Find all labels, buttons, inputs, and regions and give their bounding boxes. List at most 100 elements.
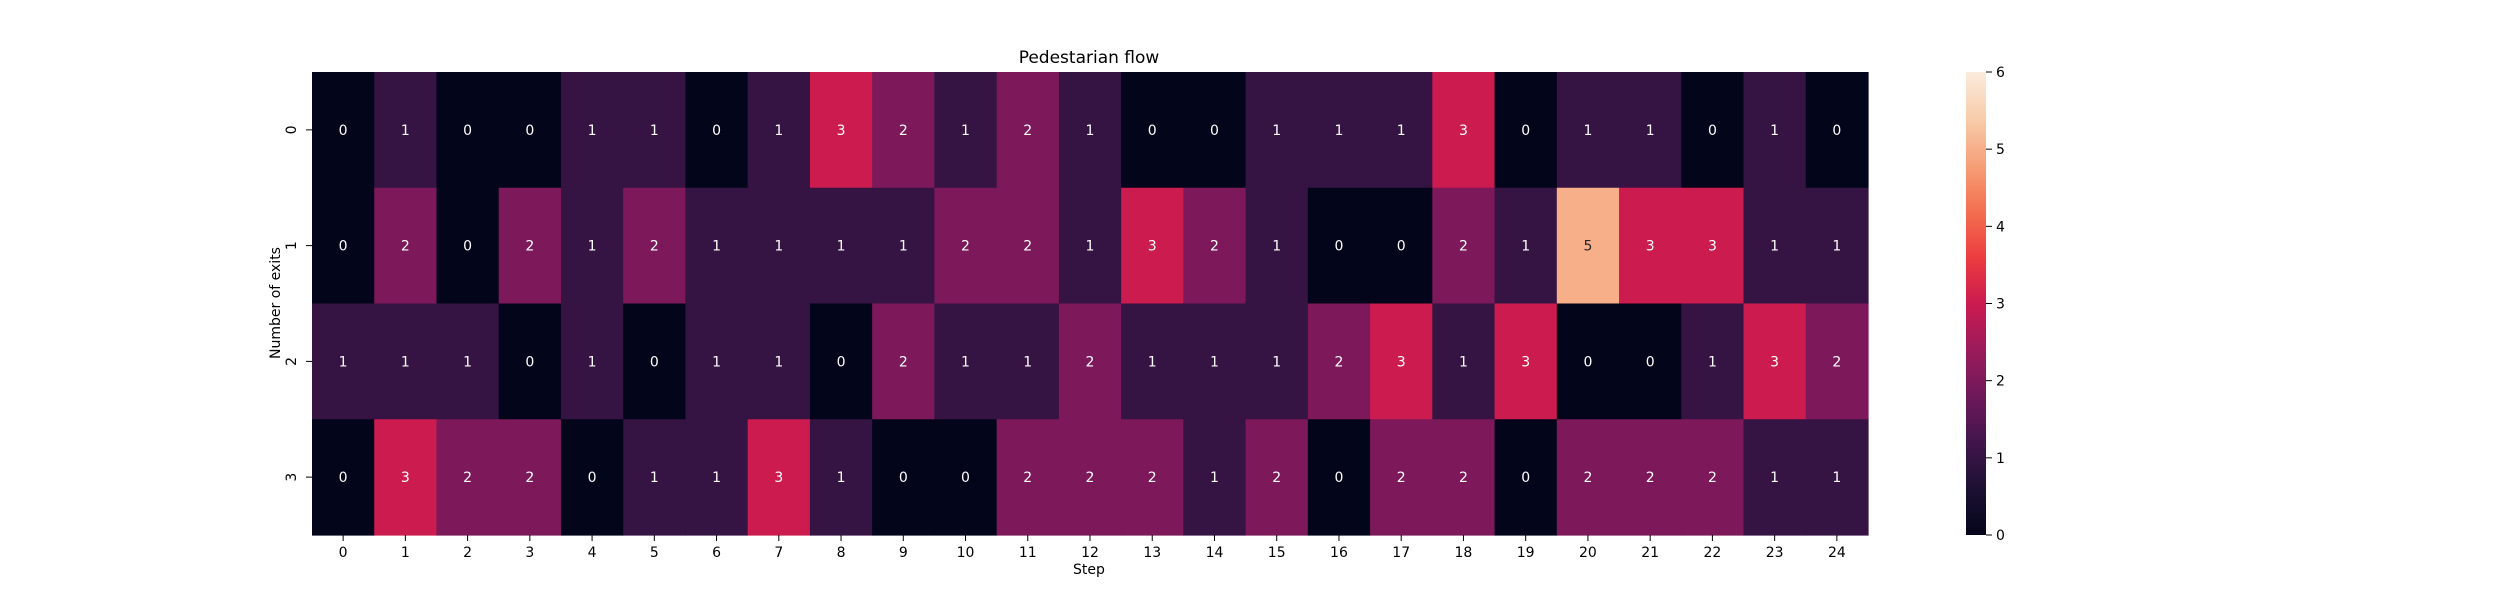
cell-value: 2 bbox=[525, 470, 534, 486]
cell-value: 5 bbox=[1583, 239, 1592, 255]
heatmap-cell bbox=[498, 187, 562, 305]
colorbar-tick-label: 3 bbox=[1996, 297, 2005, 313]
heatmap-cell bbox=[996, 303, 1060, 420]
heatmap-cell bbox=[1121, 303, 1184, 420]
heatmap-cell bbox=[1743, 72, 1807, 189]
cell-value: 0 bbox=[463, 239, 472, 255]
heatmap-cell bbox=[1307, 72, 1371, 189]
cell-value: 1 bbox=[1832, 239, 1841, 255]
cell-value: 2 bbox=[1334, 354, 1343, 370]
heatmap-cell bbox=[1681, 187, 1745, 305]
heatmap-cell bbox=[623, 72, 687, 189]
cell-value: 2 bbox=[1832, 354, 1841, 370]
y-axis-label: Number of exits bbox=[268, 247, 284, 359]
heatmap-cell bbox=[1432, 303, 1496, 420]
heatmap-cell bbox=[1307, 303, 1371, 420]
cell-value: 1 bbox=[961, 354, 970, 370]
heatmap-cell bbox=[374, 187, 438, 305]
heatmap-cell bbox=[436, 72, 500, 189]
heatmap-cell bbox=[1556, 303, 1620, 420]
heatmap-cell bbox=[872, 72, 935, 189]
x-tick-label: 3 bbox=[525, 545, 534, 561]
cell-value: 1 bbox=[1646, 123, 1655, 139]
cell-value: 2 bbox=[401, 239, 410, 255]
colorbar-tick-label: 1 bbox=[1996, 451, 2005, 467]
heatmap-cell bbox=[1183, 303, 1247, 420]
x-tick-label: 4 bbox=[588, 545, 597, 561]
cell-value: 2 bbox=[1023, 470, 1032, 486]
cell-value: 0 bbox=[1708, 123, 1717, 139]
heatmap-cell bbox=[1245, 187, 1309, 305]
cell-value: 0 bbox=[463, 123, 472, 139]
heatmap-cell bbox=[747, 303, 811, 420]
cell-value: 2 bbox=[1086, 354, 1095, 370]
cell-value: 2 bbox=[961, 239, 970, 255]
heatmap-cell bbox=[1681, 419, 1745, 536]
cell-value: 1 bbox=[1521, 239, 1530, 255]
heatmap-cell bbox=[934, 72, 998, 189]
cell-value: 2 bbox=[525, 239, 534, 255]
heatmap-cell bbox=[1183, 72, 1247, 189]
x-tick-label: 8 bbox=[837, 545, 846, 561]
x-tick-label: 14 bbox=[1206, 545, 1224, 561]
heatmap-cell bbox=[560, 72, 624, 189]
heatmap-cell bbox=[498, 303, 562, 420]
cell-value: 0 bbox=[339, 239, 348, 255]
cell-value: 1 bbox=[1708, 354, 1717, 370]
colorbar: 0 1 2 3 4 5 6 bbox=[1966, 65, 2005, 544]
x-tick-label: 15 bbox=[1268, 545, 1286, 561]
cell-value: 0 bbox=[837, 354, 846, 370]
y-axis: 0 1 2 3 bbox=[284, 125, 312, 482]
cell-value: 2 bbox=[1459, 239, 1468, 255]
cell-value: 0 bbox=[339, 470, 348, 486]
heatmap-cell bbox=[374, 419, 438, 536]
cell-value: 0 bbox=[1646, 354, 1655, 370]
cell-value: 0 bbox=[1521, 123, 1530, 139]
heatmap-cell bbox=[560, 187, 624, 305]
cell-value: 0 bbox=[588, 470, 597, 486]
cell-value: 1 bbox=[401, 354, 410, 370]
cell-value: 0 bbox=[712, 123, 721, 139]
cell-value: 3 bbox=[1521, 354, 1530, 370]
heatmap-cell bbox=[1619, 72, 1682, 189]
cell-value: 1 bbox=[774, 123, 783, 139]
cell-value: 0 bbox=[1334, 470, 1343, 486]
cell-value: 2 bbox=[463, 470, 472, 486]
heatmap-cell bbox=[1805, 419, 1869, 536]
x-tick-label: 16 bbox=[1330, 545, 1348, 561]
heatmap-cell bbox=[747, 187, 811, 305]
cell-value: 1 bbox=[1272, 123, 1281, 139]
heatmap-cell bbox=[685, 72, 749, 189]
heatmap-cell bbox=[1058, 303, 1122, 420]
colorbar-tick-label: 6 bbox=[1996, 65, 2005, 81]
heatmap-cell bbox=[934, 303, 998, 420]
cell-value: 3 bbox=[1148, 239, 1157, 255]
heatmap-cell bbox=[1743, 187, 1807, 305]
cell-value: 1 bbox=[650, 123, 659, 139]
heatmap-cell bbox=[1370, 419, 1433, 536]
x-axis-label: Step bbox=[1073, 562, 1105, 578]
cell-value: 1 bbox=[1583, 123, 1592, 139]
heatmap-cell bbox=[436, 187, 500, 305]
x-axis: 0 1 2 3 4 5 6 7 8 9 10 11 12 13 14 15 16 17 18 19 20 21 22 23 24 bbox=[339, 535, 1846, 561]
heatmap-cell bbox=[312, 187, 375, 305]
cell-value: 1 bbox=[1770, 239, 1779, 255]
heatmap-cell bbox=[1370, 187, 1433, 305]
heatmap-cell bbox=[1121, 419, 1184, 536]
cell-value: 2 bbox=[1210, 239, 1219, 255]
heatmap-cell bbox=[1432, 72, 1496, 189]
x-tick-label: 1 bbox=[401, 545, 410, 561]
cell-value: 1 bbox=[588, 354, 597, 370]
heatmap-cell bbox=[312, 419, 375, 536]
x-tick-label: 0 bbox=[339, 545, 348, 561]
cell-value: 1 bbox=[837, 470, 846, 486]
cell-value: 1 bbox=[1023, 354, 1032, 370]
cell-value: 3 bbox=[1397, 354, 1406, 370]
heatmap-cell bbox=[685, 303, 749, 420]
heatmap-cell bbox=[1681, 72, 1745, 189]
x-tick-label: 19 bbox=[1517, 545, 1535, 561]
heatmap-cell bbox=[1494, 303, 1558, 420]
y-tick-label: 0 bbox=[284, 125, 300, 134]
x-tick-label: 13 bbox=[1143, 545, 1161, 561]
